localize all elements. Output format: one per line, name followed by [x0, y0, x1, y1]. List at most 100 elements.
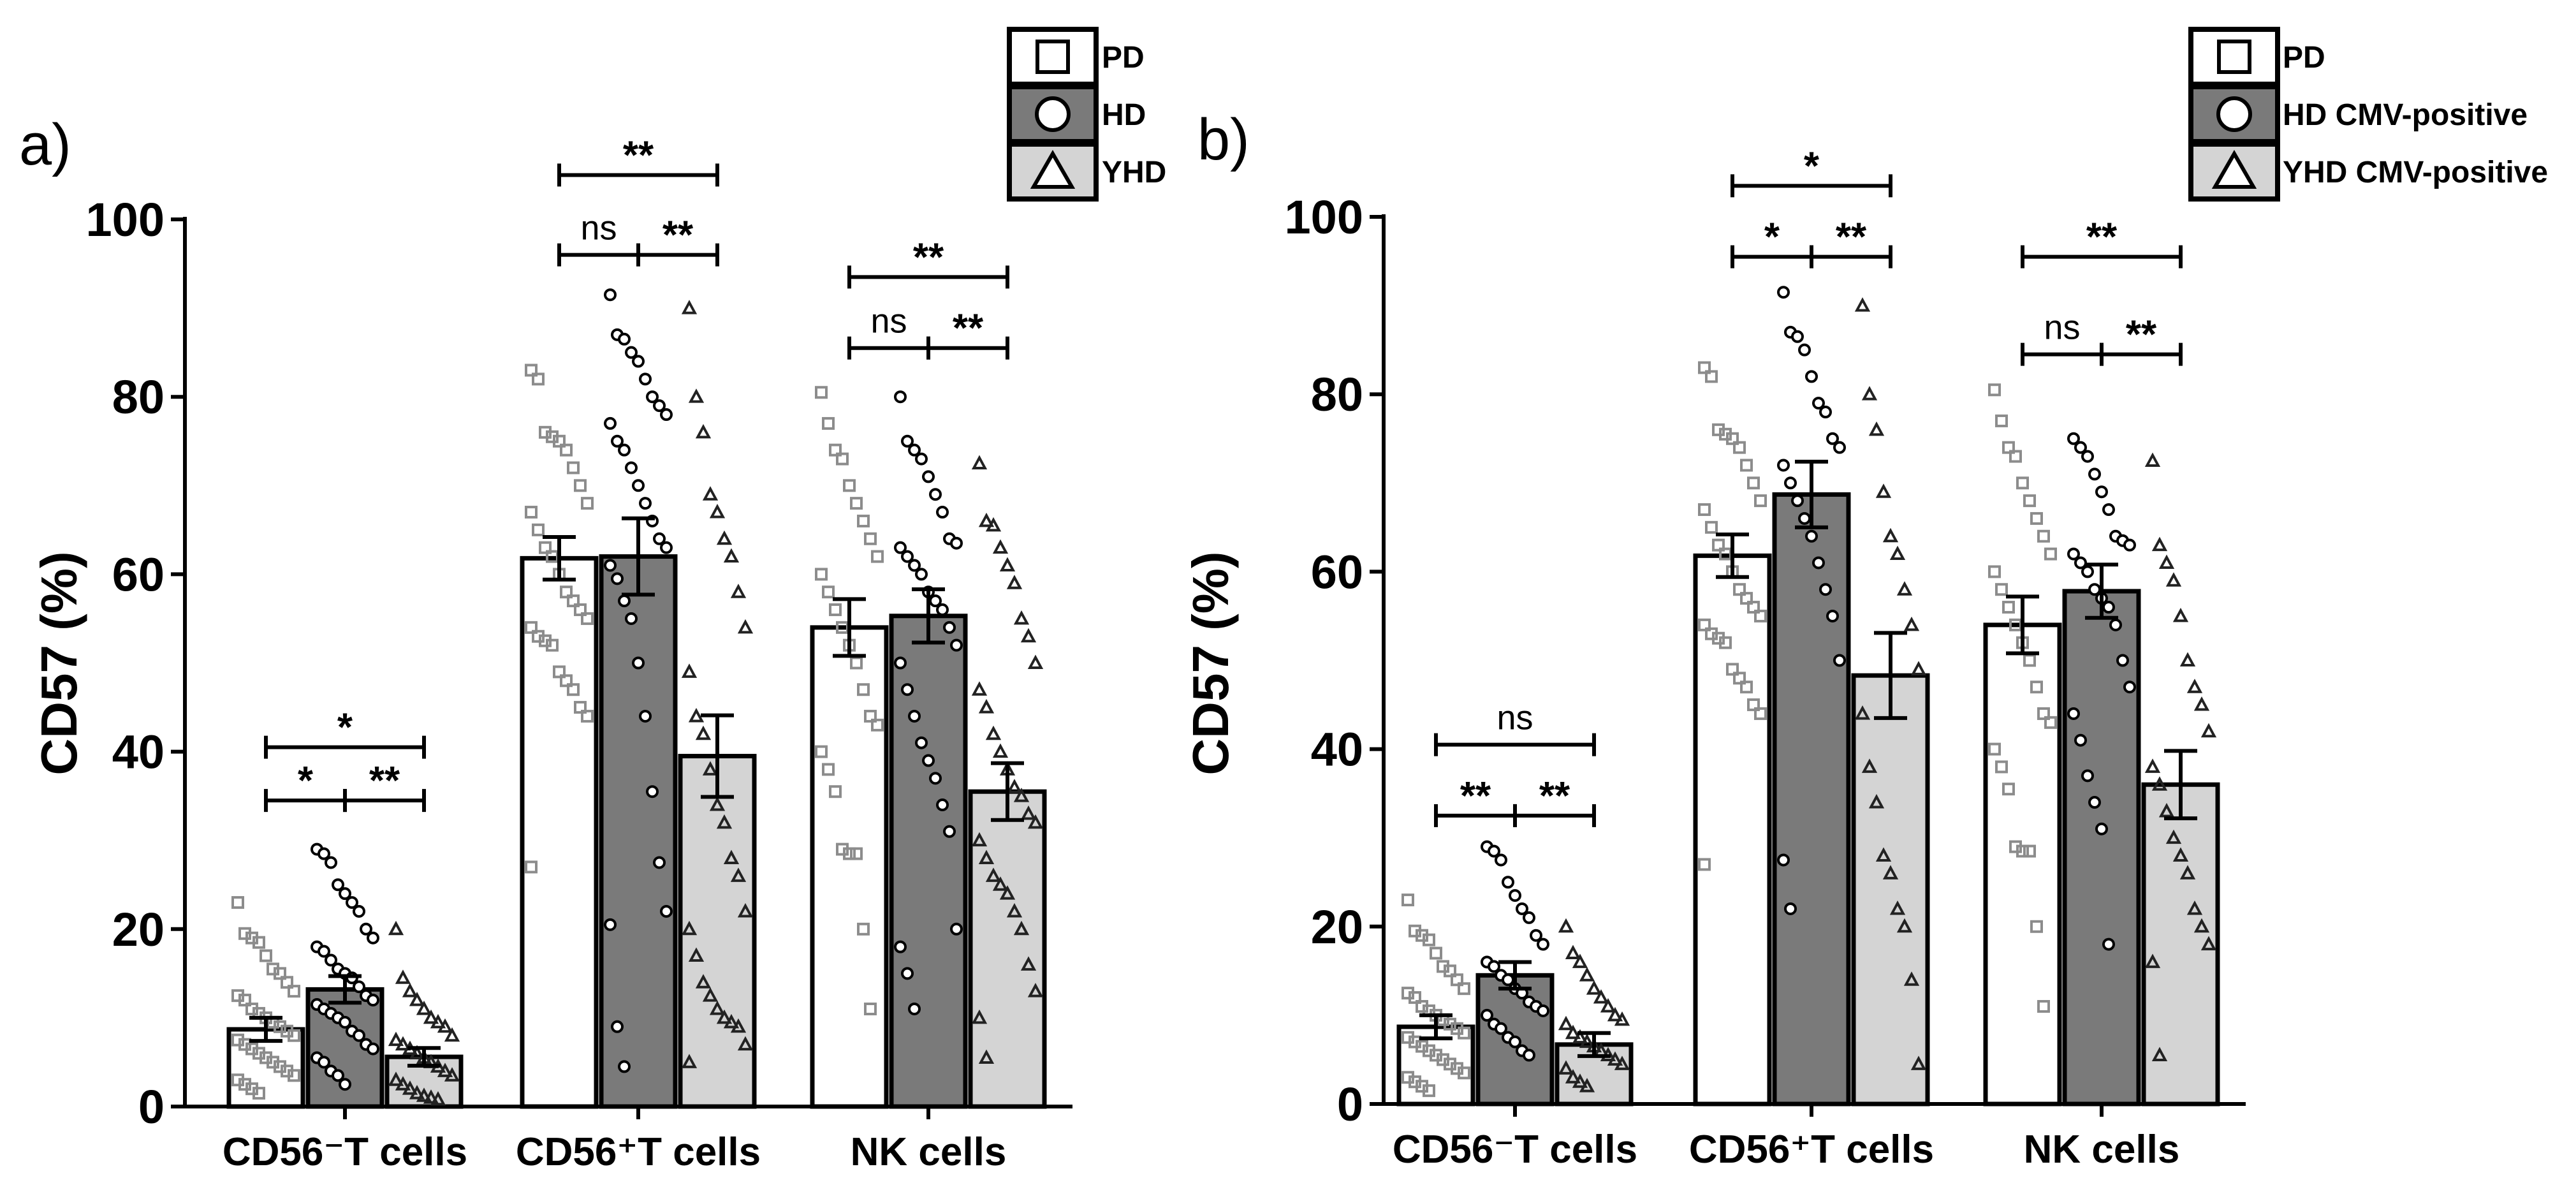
data-point — [1791, 494, 1804, 508]
y-tick-label: 0 — [1337, 1078, 1363, 1131]
data-point — [1903, 616, 1920, 631]
data-point — [339, 1078, 351, 1091]
data-point — [1423, 1084, 1435, 1098]
data-point — [1812, 397, 1825, 410]
data-point — [978, 512, 995, 527]
data-point — [950, 536, 963, 550]
data-point — [2016, 476, 2029, 490]
data-point — [525, 364, 538, 377]
data-point — [625, 612, 638, 625]
data-point — [430, 1091, 446, 1106]
data-point — [1726, 432, 1739, 445]
data-point — [632, 656, 645, 670]
y-tick-label: 100 — [86, 193, 165, 246]
data-point — [1495, 1022, 1507, 1035]
data-point — [1875, 483, 1892, 498]
data-point — [971, 681, 988, 696]
data-point — [1910, 1056, 1927, 1070]
data-point — [581, 612, 594, 625]
data-point — [1754, 707, 1767, 720]
data-point — [1784, 902, 1797, 915]
data-point — [716, 1009, 733, 1024]
data-point — [985, 517, 1002, 532]
data-point — [252, 936, 265, 949]
data-point — [1854, 297, 1871, 312]
data-point — [815, 386, 828, 399]
y-axis-label: CD57 (%) — [1182, 551, 1239, 775]
data-point — [2074, 733, 2087, 747]
data-point — [1791, 330, 1804, 343]
data-point — [737, 1036, 754, 1051]
legend: PD HD YHD — [1007, 27, 1166, 202]
y-tick-label: 80 — [1311, 368, 1363, 421]
data-point — [992, 876, 1009, 891]
data-point — [1013, 920, 1030, 936]
data-point — [1784, 476, 1797, 490]
data-point — [716, 814, 733, 829]
data-point — [864, 1002, 877, 1015]
data-point — [1600, 997, 1616, 1013]
data-point — [1875, 847, 1892, 862]
data-point — [1020, 628, 1037, 643]
data-point — [402, 983, 418, 997]
data-point — [1458, 982, 1470, 996]
legend-label: PD — [2283, 41, 2325, 75]
data-point — [1020, 956, 1037, 971]
data-point — [1572, 1029, 1588, 1044]
data-point — [1698, 618, 1711, 631]
data-point — [1013, 788, 1030, 802]
data-point — [574, 479, 587, 492]
data-point — [936, 798, 949, 812]
data-point — [416, 1087, 432, 1102]
y-tick-label: 40 — [112, 726, 165, 779]
data-point — [1740, 680, 1753, 694]
data-point — [1819, 583, 1832, 596]
data-point — [950, 922, 963, 936]
significance-label: ** — [2126, 313, 2157, 357]
data-point — [2151, 1047, 2168, 1061]
data-point — [567, 461, 580, 474]
data-point — [618, 1060, 631, 1073]
data-point — [1719, 636, 1732, 649]
data-point — [2193, 918, 2210, 933]
legend-label: HD CMV-positive — [2283, 98, 2528, 132]
data-point — [567, 683, 580, 696]
data-point — [318, 1056, 330, 1069]
significance-label: ** — [623, 133, 654, 177]
data-point — [238, 994, 251, 1007]
data-point — [2102, 938, 2115, 951]
bar — [1851, 673, 1930, 1107]
data-point — [1409, 991, 1421, 1004]
data-point — [2123, 680, 2136, 694]
data-point — [1027, 814, 1044, 829]
data-point — [723, 1013, 740, 1029]
significance-label: ** — [369, 759, 400, 803]
data-point — [660, 904, 673, 918]
data-point — [992, 743, 1009, 758]
data-point — [1523, 1048, 1535, 1062]
data-point — [604, 288, 617, 302]
data-point — [2179, 652, 2196, 666]
data-point — [1006, 902, 1023, 918]
data-point — [1698, 361, 1711, 374]
data-point — [829, 443, 842, 457]
data-point — [574, 603, 587, 617]
data-point — [532, 372, 545, 386]
data-point — [2165, 829, 2182, 844]
data-point — [901, 683, 914, 696]
data-point — [894, 541, 907, 554]
data-point — [1995, 414, 2008, 427]
data-point — [871, 718, 884, 732]
data-point — [2081, 769, 2094, 783]
data-point — [1733, 672, 1746, 685]
data-point — [737, 619, 754, 634]
data-point — [409, 1045, 425, 1060]
data-point — [2037, 707, 2050, 720]
significance-label: ns — [1497, 699, 1533, 737]
data-point — [1889, 900, 1906, 915]
data-point — [2151, 536, 2168, 552]
data-point — [646, 390, 659, 404]
data-point — [857, 514, 870, 527]
data-point — [2109, 618, 2122, 631]
bar — [2062, 589, 2141, 1107]
